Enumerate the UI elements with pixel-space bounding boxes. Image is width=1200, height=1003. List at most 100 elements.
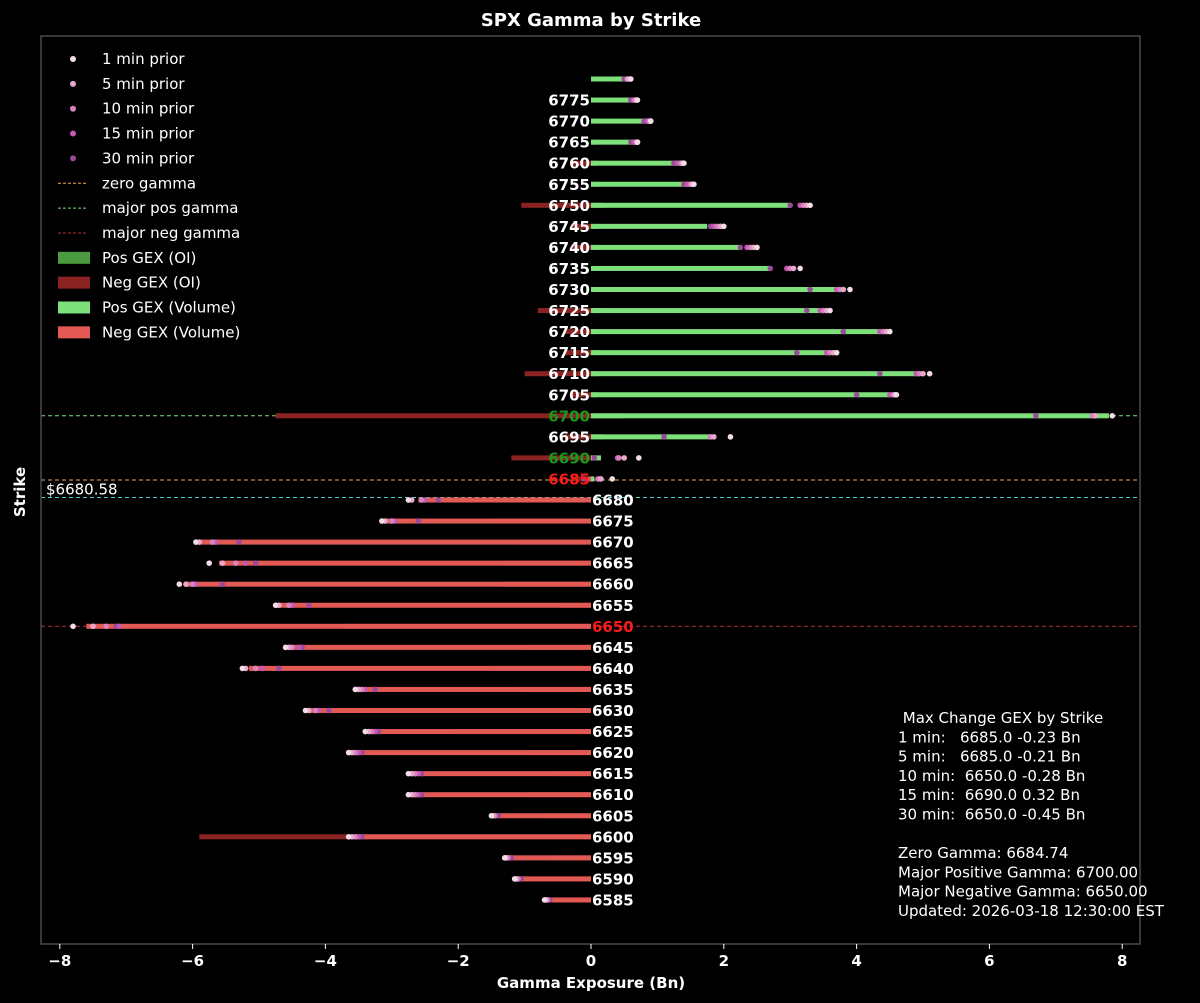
dot-30-min-prior (252, 560, 259, 566)
dot-1-min-prior (405, 497, 412, 503)
legend-marker-patch (58, 276, 90, 289)
dot-1-min-prior (379, 518, 385, 524)
neg-gex-volume-bar (185, 581, 591, 587)
info-line: 5 min: 6685.0 -0.21 Bn (898, 748, 1081, 766)
dot-30-min-prior (877, 370, 883, 377)
neg-gex-volume-bar (368, 729, 591, 735)
strike-label: 6585 (592, 891, 634, 909)
dot-1-min-prior (691, 181, 697, 188)
legend-marker-dot (70, 56, 76, 62)
strike-label: 6675 (592, 513, 634, 531)
dot-30-min-prior (787, 202, 793, 209)
chart-title: SPX Gamma by Strike (481, 10, 701, 31)
dot-30-min-prior (737, 244, 744, 251)
pos-gex-volume-bar (591, 244, 741, 250)
legend-label: major neg gamma (102, 224, 240, 242)
neg-gex-oi-bar (524, 371, 591, 377)
neg-gex-volume-bar (351, 750, 591, 756)
dot-1-min-prior (887, 328, 893, 335)
legend-label: Neg GEX (OI) (102, 274, 201, 292)
neg-gex-volume-bar (355, 834, 591, 840)
neg-gex-volume-bar (86, 623, 592, 629)
info-line: Max Change GEX by Strike (898, 709, 1103, 727)
neg-gex-oi-bar (571, 392, 591, 398)
dot-1-min-prior (754, 244, 760, 251)
strike-label: 6695 (548, 428, 590, 446)
dot-1-min-prior (727, 434, 734, 440)
dot-1-min-prior (282, 644, 289, 651)
dot-5-min-prior (711, 434, 717, 440)
neg-gex-volume-bar (587, 476, 591, 482)
dot-5-min-prior (90, 623, 96, 630)
neg-gex-volume-bar (418, 497, 591, 503)
strike-label: 6755 (548, 176, 590, 194)
dot-30-min-prior (415, 518, 422, 524)
dot-10-min-prior (616, 455, 622, 461)
legend-label: Neg GEX (Volume) (102, 323, 240, 341)
dot-5-min-prior (219, 560, 226, 566)
dot-1-min-prior (827, 307, 833, 314)
neg-gex-volume-bar (411, 771, 591, 777)
strike-label: 6620 (592, 744, 634, 762)
strike-label: 6735 (548, 260, 590, 278)
dot-1-min-prior (302, 707, 309, 714)
dot-1-min-prior (893, 391, 900, 398)
pos-gex-volume-bar (591, 476, 595, 482)
dot-1-min-prior (926, 370, 933, 377)
neg-gex-oi-bar (564, 350, 591, 356)
dot-30-min-prior (591, 455, 598, 461)
strike-label: 6720 (548, 323, 590, 341)
legend-label: 15 min prior (102, 125, 195, 143)
dot-1-min-prior (647, 118, 654, 124)
dot-10-min-prior (103, 623, 110, 630)
dot-30-min-prior (794, 349, 800, 356)
info-line: 1 min: 6685.0 -0.23 Bn (898, 728, 1081, 746)
strike-label: 6625 (592, 723, 634, 741)
neg-gex-volume-bar (288, 644, 591, 650)
pos-gex-volume-bar (591, 202, 791, 208)
x-axis-label: Gamma Exposure (Bn) (497, 974, 685, 992)
x-tick-label: −4 (314, 952, 337, 970)
legend: 1 min prior 5 min prior 10 min prior 15 min… (58, 50, 240, 341)
dot-30-min-prior (372, 686, 379, 693)
dot-10-min-prior (252, 665, 259, 672)
pos-gex-volume-bar (591, 181, 691, 187)
info-line: 10 min: 6650.0 -0.28 Bn (898, 767, 1085, 785)
dot-30-min-prior (853, 391, 860, 398)
dot-1-min-prior (345, 834, 352, 840)
dot-1-min-prior (405, 791, 412, 798)
x-tick-label: 4 (851, 952, 861, 970)
dot-5-min-prior (621, 455, 627, 461)
strike-label: 6760 (548, 155, 590, 173)
strike-label: 6590 (592, 870, 634, 888)
strike-label: 6740 (548, 239, 590, 257)
legend-label: major pos gamma (102, 199, 239, 217)
legend-marker-patch (58, 251, 90, 264)
dot-1-min-prior (206, 560, 212, 566)
strike-label: 6660 (592, 576, 634, 594)
legend-marker-dot (70, 105, 76, 112)
neg-gex-oi-bar (511, 455, 591, 461)
strike-label: 6595 (592, 849, 634, 867)
dot-30-min-prior (306, 602, 312, 609)
strike-label: 6600 (592, 828, 634, 846)
info-line: 15 min: 6690.0 0.32 Bn (898, 786, 1080, 804)
dot-30-min-prior (325, 707, 332, 714)
strike-label: 6750 (548, 197, 590, 215)
info-line: Updated: 2026-03-18 12:30:00 EST (898, 902, 1165, 920)
dot-10-min-prior (418, 497, 425, 503)
legend-label: Pos GEX (OI) (102, 249, 196, 267)
dot-1-min-prior (636, 455, 642, 461)
dot-10-min-prior (232, 560, 239, 566)
pos-gex-volume-bar (591, 329, 880, 335)
neg-gex-oi-bar (564, 329, 591, 335)
neg-gex-volume-bar (411, 792, 591, 798)
neg-gex-volume-bar (249, 665, 592, 671)
dot-1-min-prior (176, 581, 183, 587)
pos-gex-volume-bar (591, 223, 708, 229)
pos-gex-volume-bar (591, 97, 635, 103)
x-tick-label: 6 (984, 952, 994, 970)
legend-marker-dot (70, 155, 76, 162)
